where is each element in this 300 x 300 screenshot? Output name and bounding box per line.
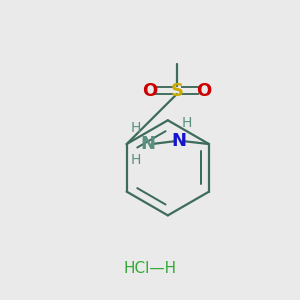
Text: S: S	[170, 82, 183, 100]
Text: H: H	[182, 116, 192, 130]
Text: H: H	[131, 121, 141, 135]
Text: H: H	[131, 153, 141, 167]
Text: HCl—H: HCl—H	[123, 261, 177, 276]
Text: N: N	[172, 132, 187, 150]
Text: O: O	[142, 82, 158, 100]
Text: N: N	[141, 135, 156, 153]
Text: O: O	[196, 82, 211, 100]
